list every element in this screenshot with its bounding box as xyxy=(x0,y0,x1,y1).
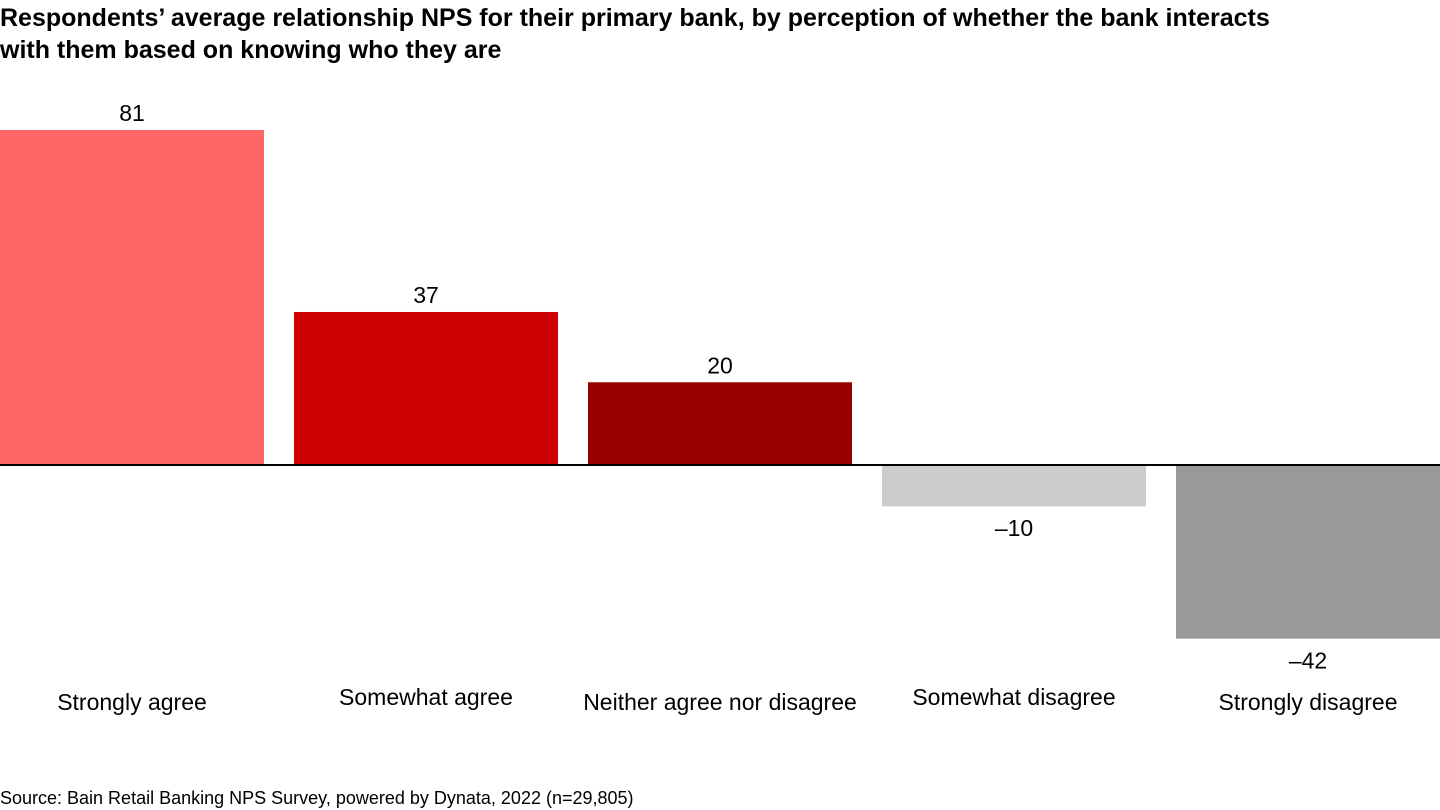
value-label-4: –10 xyxy=(995,515,1033,541)
value-label-1: 81 xyxy=(119,100,145,126)
source-note: Source: Bain Retail Banking NPS Survey, … xyxy=(0,788,634,808)
bar-1 xyxy=(0,130,264,465)
chart-title-line-2: with them based on knowing who they are xyxy=(0,36,502,64)
bar-2 xyxy=(294,311,558,465)
bar-5 xyxy=(1176,465,1440,639)
chart-title-line-1: Respondents’ average relationship NPS fo… xyxy=(0,4,1270,32)
bar-4 xyxy=(882,465,1146,507)
category-label-4: Somewhat disagree xyxy=(912,684,1115,710)
category-label-1: Strongly agree xyxy=(57,689,207,715)
chart-title: Respondents’ average relationship NPS fo… xyxy=(0,2,1436,66)
bar-3 xyxy=(588,382,852,465)
value-label-3: 20 xyxy=(707,352,733,378)
value-label-5: –42 xyxy=(1289,648,1327,674)
category-label-2: Somewhat agree xyxy=(339,684,513,710)
category-label-3: Neither agree nor disagree xyxy=(583,689,857,715)
value-label-2: 37 xyxy=(413,282,439,308)
category-label-5: Strongly disagree xyxy=(1219,689,1398,715)
